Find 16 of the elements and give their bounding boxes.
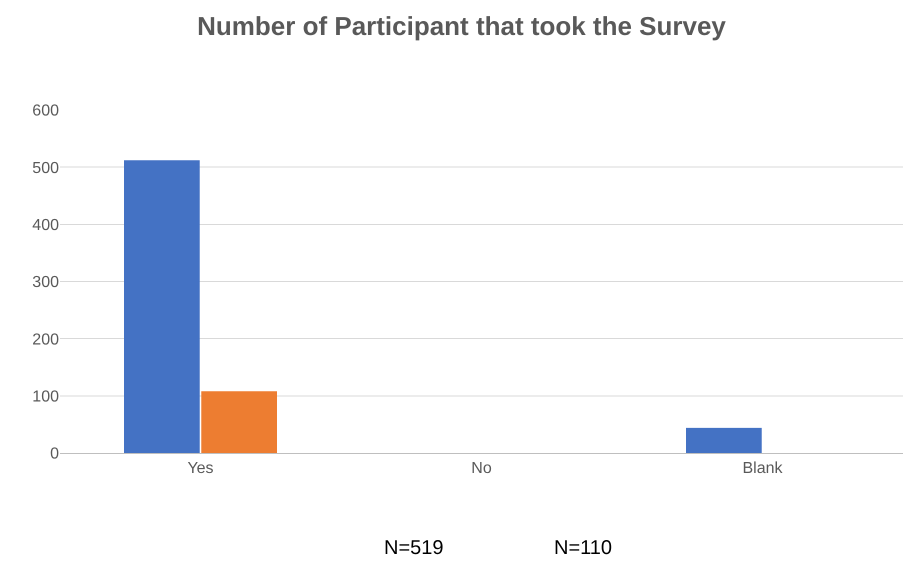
chart-title: Number of Participant that took the Survey [197, 11, 726, 42]
y-tick-label: 200 [32, 331, 60, 348]
text: N=110 [554, 537, 612, 559]
y-tick-label: 500 [32, 160, 60, 177]
bar [686, 428, 762, 453]
bar [124, 160, 200, 453]
y-tick-label: 400 [32, 216, 60, 234]
text: N=519 [384, 537, 444, 559]
x-tick-label: No [471, 460, 492, 478]
y-tick-label: 300 [32, 274, 60, 292]
y-tick-label: 0 [50, 446, 60, 463]
x-tick-label: Blank [742, 460, 784, 478]
y-tick-label: 100 [32, 388, 60, 406]
y-tick-label: 600 [32, 102, 60, 120]
x-tick-label: Yes [187, 460, 214, 478]
bar [201, 391, 277, 453]
